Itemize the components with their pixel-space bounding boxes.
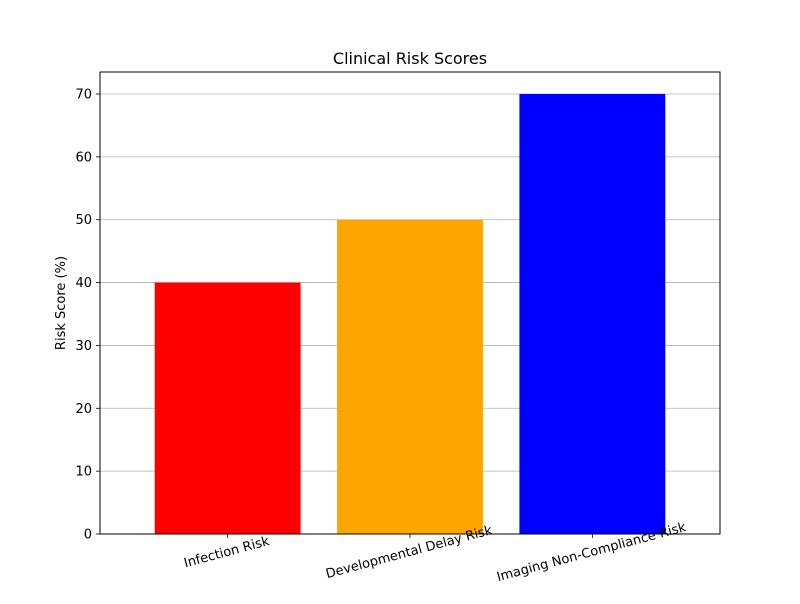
bar-3 <box>519 94 666 534</box>
y-axis-ticks: 0 10 20 30 40 50 60 70 <box>75 88 100 543</box>
chart-title: Clinical Risk Scores <box>333 49 487 68</box>
bar-1 <box>154 282 301 534</box>
y-tick-label: 20 <box>75 402 92 417</box>
y-tick-label: 70 <box>75 88 92 103</box>
y-tick-label: 40 <box>75 276 92 291</box>
y-axis-label: Risk Score (%) <box>54 256 69 350</box>
y-tick-label: 10 <box>75 465 92 480</box>
y-tick-label: 50 <box>75 213 92 228</box>
bars <box>154 94 666 534</box>
y-tick-label: 30 <box>75 339 92 354</box>
y-tick-label: 0 <box>84 528 92 543</box>
bar-2 <box>337 219 483 534</box>
y-tick-label: 60 <box>75 150 92 165</box>
